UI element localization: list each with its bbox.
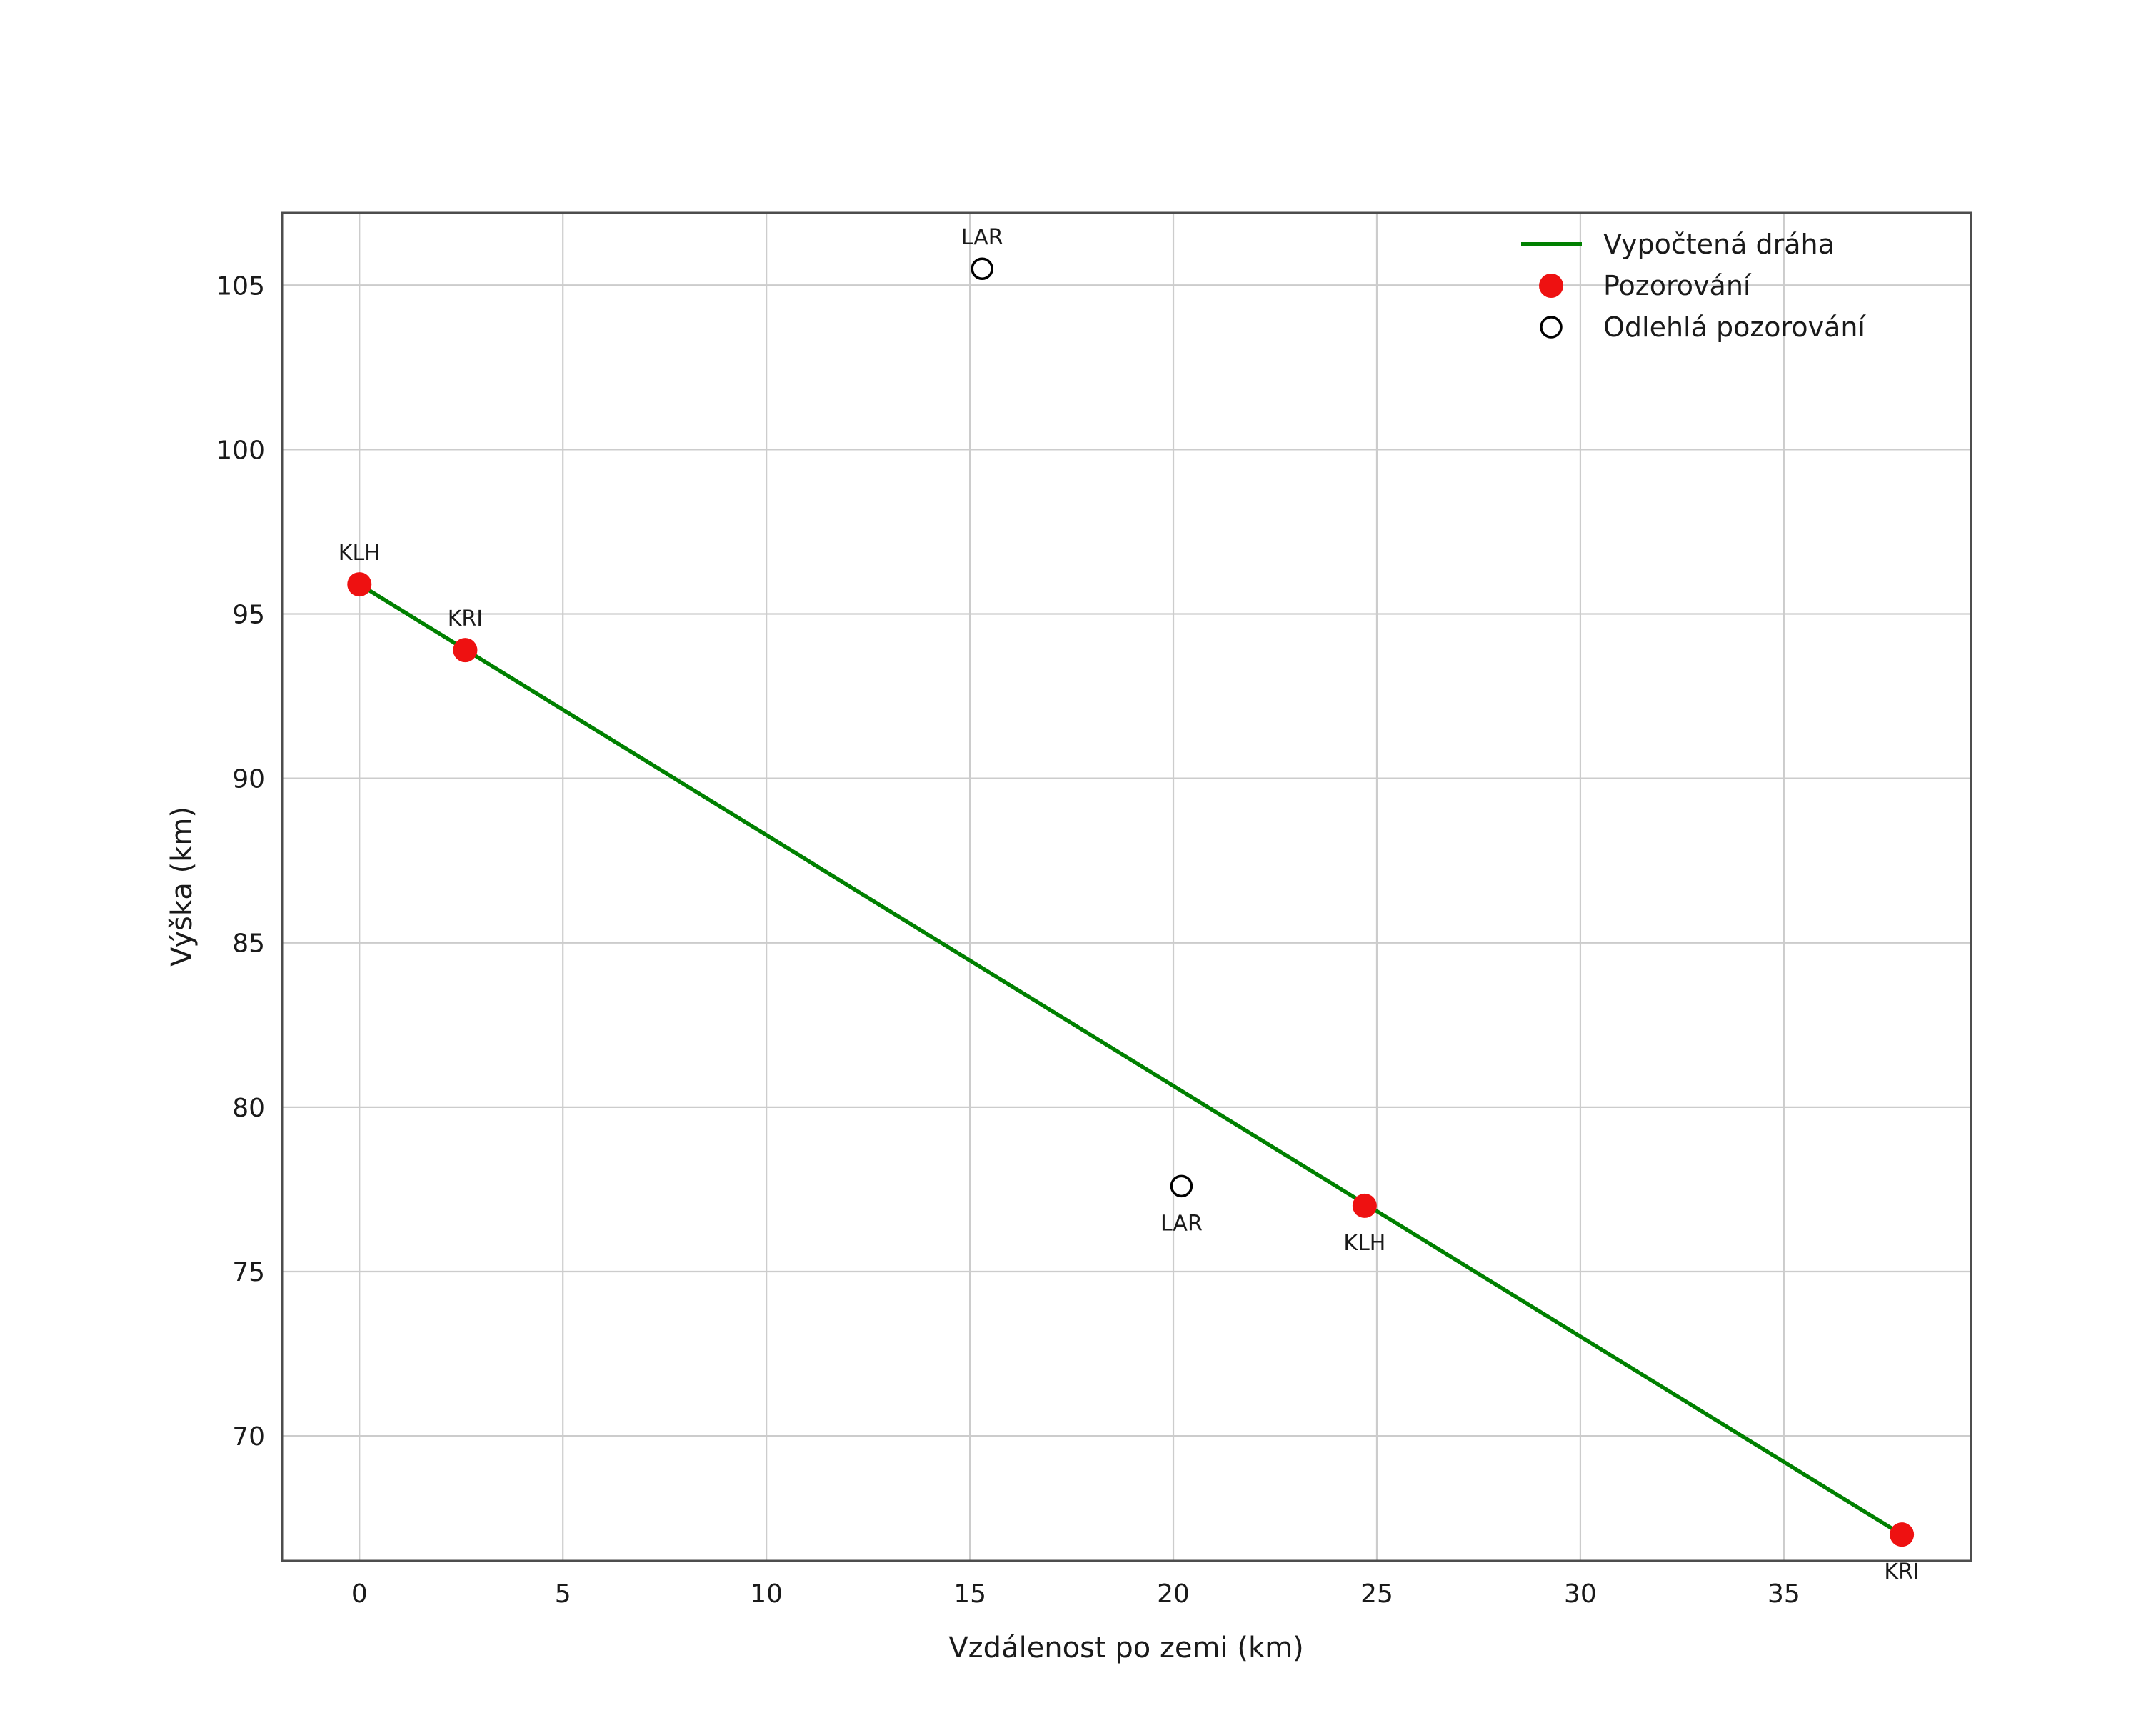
- x-tick-label: 10: [750, 1579, 783, 1609]
- legend-label: Pozorování: [1603, 270, 1752, 301]
- tick-layer: 0 5 10 15 20 25 30 35 70 75 80 85 90 95 100 105: [216, 271, 1800, 1609]
- y-tick-label: 90: [232, 765, 265, 794]
- point-label: KRI: [1884, 1559, 1919, 1584]
- legend-layer: Vypočtená dráha Pozorování Odlehlá pozorov…: [1521, 229, 1866, 343]
- x-tick-label: 30: [1564, 1579, 1597, 1609]
- trajectory-line: [357, 582, 1904, 1537]
- x-tick-label: 20: [1157, 1579, 1190, 1609]
- observation-marker: [347, 572, 372, 597]
- outlier-observation-marker: [971, 257, 993, 280]
- y-axis-label: Výška (km): [166, 806, 199, 967]
- plot-frame: [281, 211, 1972, 1562]
- observation-marker: [1352, 1193, 1377, 1218]
- y-tick-label: 95: [232, 600, 265, 629]
- observation-marker: [453, 638, 478, 663]
- x-tick-label: 35: [1768, 1579, 1800, 1609]
- point-label: LAR: [1160, 1211, 1203, 1236]
- point-label: KLH: [1343, 1231, 1385, 1256]
- y-tick-label: 85: [232, 929, 265, 959]
- x-tick-label: 15: [953, 1579, 986, 1609]
- legend-label: Odlehlá pozorování: [1603, 311, 1866, 343]
- grid-layer: [282, 213, 1971, 1561]
- legend-dot-sample: [1539, 274, 1563, 298]
- y-tick-label: 100: [216, 436, 265, 465]
- y-tick-label: 80: [232, 1094, 265, 1123]
- annotation-layer: KLH KRI KLH KRI LAR LAR: [339, 225, 1920, 1584]
- x-axis-label: Vzdálenost po zemi (km): [948, 1632, 1303, 1664]
- x-tick-label: 25: [1360, 1579, 1393, 1609]
- x-tick-label: 5: [555, 1579, 571, 1609]
- point-label: LAR: [961, 225, 1003, 250]
- outlier-observation-marker: [1170, 1174, 1193, 1198]
- x-tick-label: 0: [351, 1579, 368, 1609]
- observation-marker: [1890, 1522, 1915, 1547]
- point-label: KLH: [339, 541, 381, 566]
- y-tick-label: 75: [232, 1258, 265, 1287]
- legend-label: Vypočtená dráha: [1603, 229, 1835, 260]
- frame-layer: [281, 211, 1972, 1562]
- legend-open-dot-sample: [1540, 316, 1563, 339]
- point-label: KRI: [448, 606, 483, 631]
- y-tick-label: 105: [216, 271, 265, 301]
- y-tick-label: 70: [232, 1422, 265, 1452]
- series-layer: [347, 257, 1915, 1547]
